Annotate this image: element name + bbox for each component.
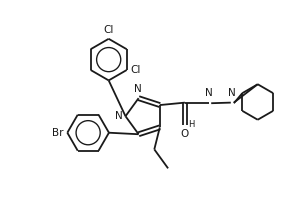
Text: Br: Br [52,128,64,138]
Text: N: N [206,88,213,98]
Text: N: N [133,84,141,94]
Text: Cl: Cl [130,65,141,75]
Text: Cl: Cl [103,25,114,35]
Text: N: N [228,88,236,98]
Text: N: N [115,111,122,121]
Text: H: H [189,120,195,129]
Text: O: O [181,129,189,139]
